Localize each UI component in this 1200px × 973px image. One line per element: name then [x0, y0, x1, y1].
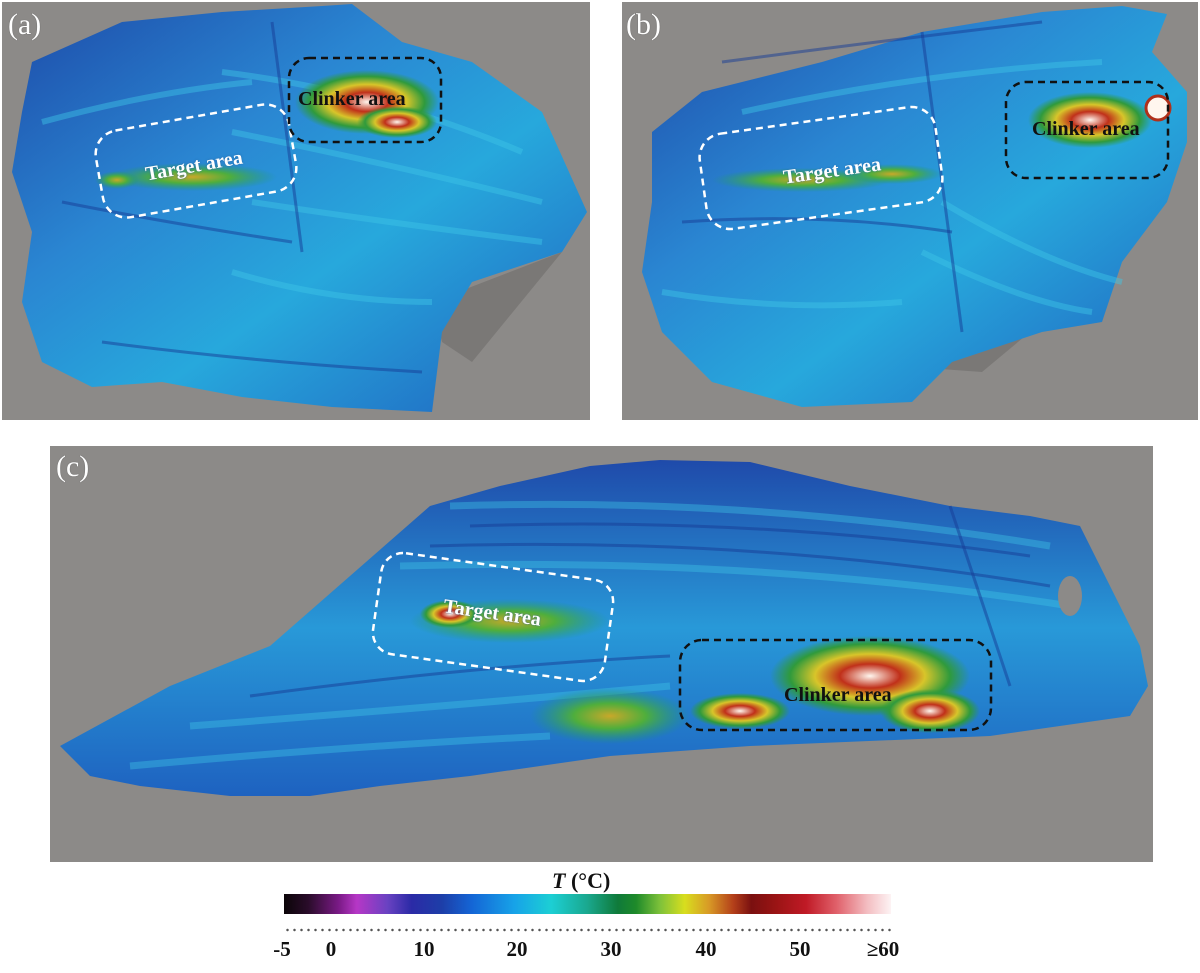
target-hotspot: [107, 163, 277, 191]
clinker-hotspot: [357, 106, 437, 138]
clinker-hotspot: [1144, 94, 1172, 122]
panel-a: (a) Target area Clinker area: [2, 2, 590, 420]
panel-letter-c: (c): [56, 450, 90, 483]
warm-zone: [530, 688, 690, 744]
target-area-box: [698, 105, 944, 231]
target-hotspot: [842, 164, 942, 184]
tick-label: -5: [273, 937, 291, 961]
terrain-surface: [432, 252, 562, 362]
clinker-hotspot: [1028, 92, 1152, 148]
legend-variable: T: [552, 868, 566, 893]
panel-b: (b) Target area Clinker area: [622, 2, 1198, 420]
panel-letter-a: (a): [8, 8, 42, 41]
panel-letter-b: (b): [626, 8, 661, 41]
tick-label: 0: [325, 937, 337, 961]
terrain-map-a: [12, 4, 587, 412]
temperature-legend: T (°C) -5 0 10 20 30 40 50 ≥60: [0, 862, 1200, 973]
target-hotspot: [95, 171, 139, 189]
tick-label: 20: [506, 937, 528, 961]
clinker-hotspot: [690, 693, 790, 729]
target-area-box: [94, 103, 298, 219]
colorbar-tick-dots: [284, 928, 891, 932]
terrain-map-c: [60, 460, 1148, 796]
temperature-colorbar: [284, 894, 891, 914]
clinker-area-box: [678, 638, 993, 732]
clinker-area-label: Clinker area: [784, 684, 892, 706]
clinker-area-label: Clinker area: [298, 88, 406, 110]
hole: [1058, 576, 1082, 616]
legend-unit: (°C): [570, 868, 611, 893]
clinker-area-label: Clinker area: [1032, 118, 1140, 140]
tick-label: ≥60: [866, 937, 900, 961]
target-area-box: [371, 551, 615, 683]
terrain-surface: [12, 4, 587, 412]
tick-label: 40: [695, 937, 717, 961]
panel-c: (c) Target area Clinker area: [50, 446, 1153, 862]
tick-label: 30: [600, 937, 622, 961]
target-hotspot: [420, 600, 480, 628]
legend-title: T (°C): [552, 868, 610, 894]
terrain-surface: [642, 6, 1187, 407]
terrain-map-b: [642, 6, 1187, 407]
clinker-area-box: [1004, 80, 1170, 180]
tick-label: 10: [413, 937, 435, 961]
tick-label: 50: [789, 937, 811, 961]
clinker-hotspot: [880, 689, 980, 733]
